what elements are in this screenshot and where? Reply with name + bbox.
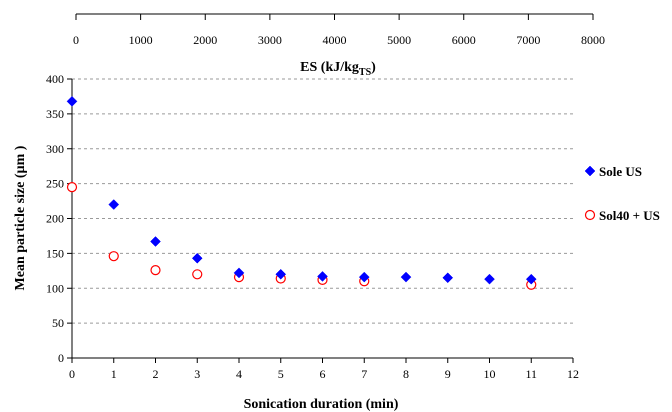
- point-series0-1: [108, 199, 120, 210]
- x-tick-label-8: 8: [403, 367, 409, 381]
- point-series1-3: [192, 269, 203, 280]
- x-tick-label-12: 12: [567, 367, 579, 381]
- point-series0-5: [275, 268, 287, 280]
- x-tick-label-9: 9: [445, 367, 451, 381]
- point-series0-0: [66, 95, 78, 107]
- legend-marker-0: [584, 165, 596, 177]
- x-tick-label-2: 2: [153, 367, 159, 381]
- point-series0-4: [233, 267, 245, 279]
- y-tick-label-150: 150: [46, 246, 64, 260]
- top-axis-title-sub: TS: [359, 67, 372, 78]
- x-axis-title: Sonication duration (min): [244, 397, 399, 412]
- top-axis: 0 1000 2000 3000 4000 5000 6000 7000 8000: [73, 13, 605, 47]
- x-tick-label-4: 4: [236, 367, 242, 381]
- top-tick-label-3000: 3000: [258, 33, 282, 47]
- y-tick-label-250: 250: [46, 177, 64, 191]
- top-tick-label-8000: 8000: [581, 33, 605, 47]
- y-tick-label-300: 300: [46, 142, 64, 156]
- y-axis-title: Mean particle size (µm ): [13, 145, 28, 290]
- point-series0-10: [484, 273, 495, 285]
- x-tick-label-7: 7: [361, 367, 367, 381]
- x-tick-label-5: 5: [278, 367, 284, 381]
- point-series1-0: [66, 182, 78, 193]
- point-series0-11: [525, 273, 537, 285]
- x-tick-label-1: 1: [111, 367, 117, 381]
- top-tick-label-4000: 4000: [323, 33, 347, 47]
- point-series0-7: [358, 271, 370, 283]
- top-tick-label-1000: 1000: [129, 33, 153, 47]
- y-tick-label-350: 350: [46, 107, 64, 121]
- y-tick-label-0: 0: [58, 351, 64, 365]
- x-axis: 0 1 2 3 4 5 6 7 8 9 10 11 12: [69, 357, 579, 381]
- data-points: [66, 95, 537, 290]
- legend: Sole US Sol40 + US: [584, 164, 660, 223]
- top-tick-label-6000: 6000: [452, 33, 476, 47]
- point-series1-2: [150, 265, 161, 276]
- x-tick-label-10: 10: [484, 367, 496, 381]
- legend-label-1: Sol40 + US: [599, 208, 660, 223]
- top-axis-title: ES (kJ/kgTS): [300, 60, 376, 78]
- top-axis-title-main: ES (kJ/kg: [300, 60, 359, 75]
- legend-label-0: Sole US: [599, 164, 642, 179]
- gridlines: [72, 78, 573, 324]
- y-tick-label-50: 50: [52, 316, 64, 330]
- x-tick-label-0: 0: [69, 367, 75, 381]
- y-tick-label-400: 400: [46, 72, 64, 86]
- y-axis: 0 50 100 150 200 250 300 350 400: [46, 72, 73, 365]
- top-axis-title-close: ): [371, 60, 376, 75]
- x-tick-label-3: 3: [194, 367, 200, 381]
- x-tick-label-11: 11: [525, 367, 537, 381]
- point-series0-3: [191, 252, 203, 264]
- y-tick-label-100: 100: [46, 281, 64, 295]
- point-series0-6: [317, 271, 328, 282]
- legend-marker-1: [584, 209, 596, 221]
- top-tick-label-0: 0: [73, 33, 79, 47]
- point-series0-2: [150, 236, 161, 247]
- point-series1-1: [108, 251, 119, 262]
- top-tick-label-5000: 5000: [387, 33, 411, 47]
- point-series0-8: [400, 271, 412, 283]
- y-tick-label-200: 200: [46, 212, 64, 226]
- top-tick-label-2000: 2000: [193, 33, 217, 47]
- top-tick-label-7000: 7000: [516, 33, 540, 47]
- point-series0-9: [442, 272, 454, 284]
- x-tick-label-6: 6: [320, 367, 326, 381]
